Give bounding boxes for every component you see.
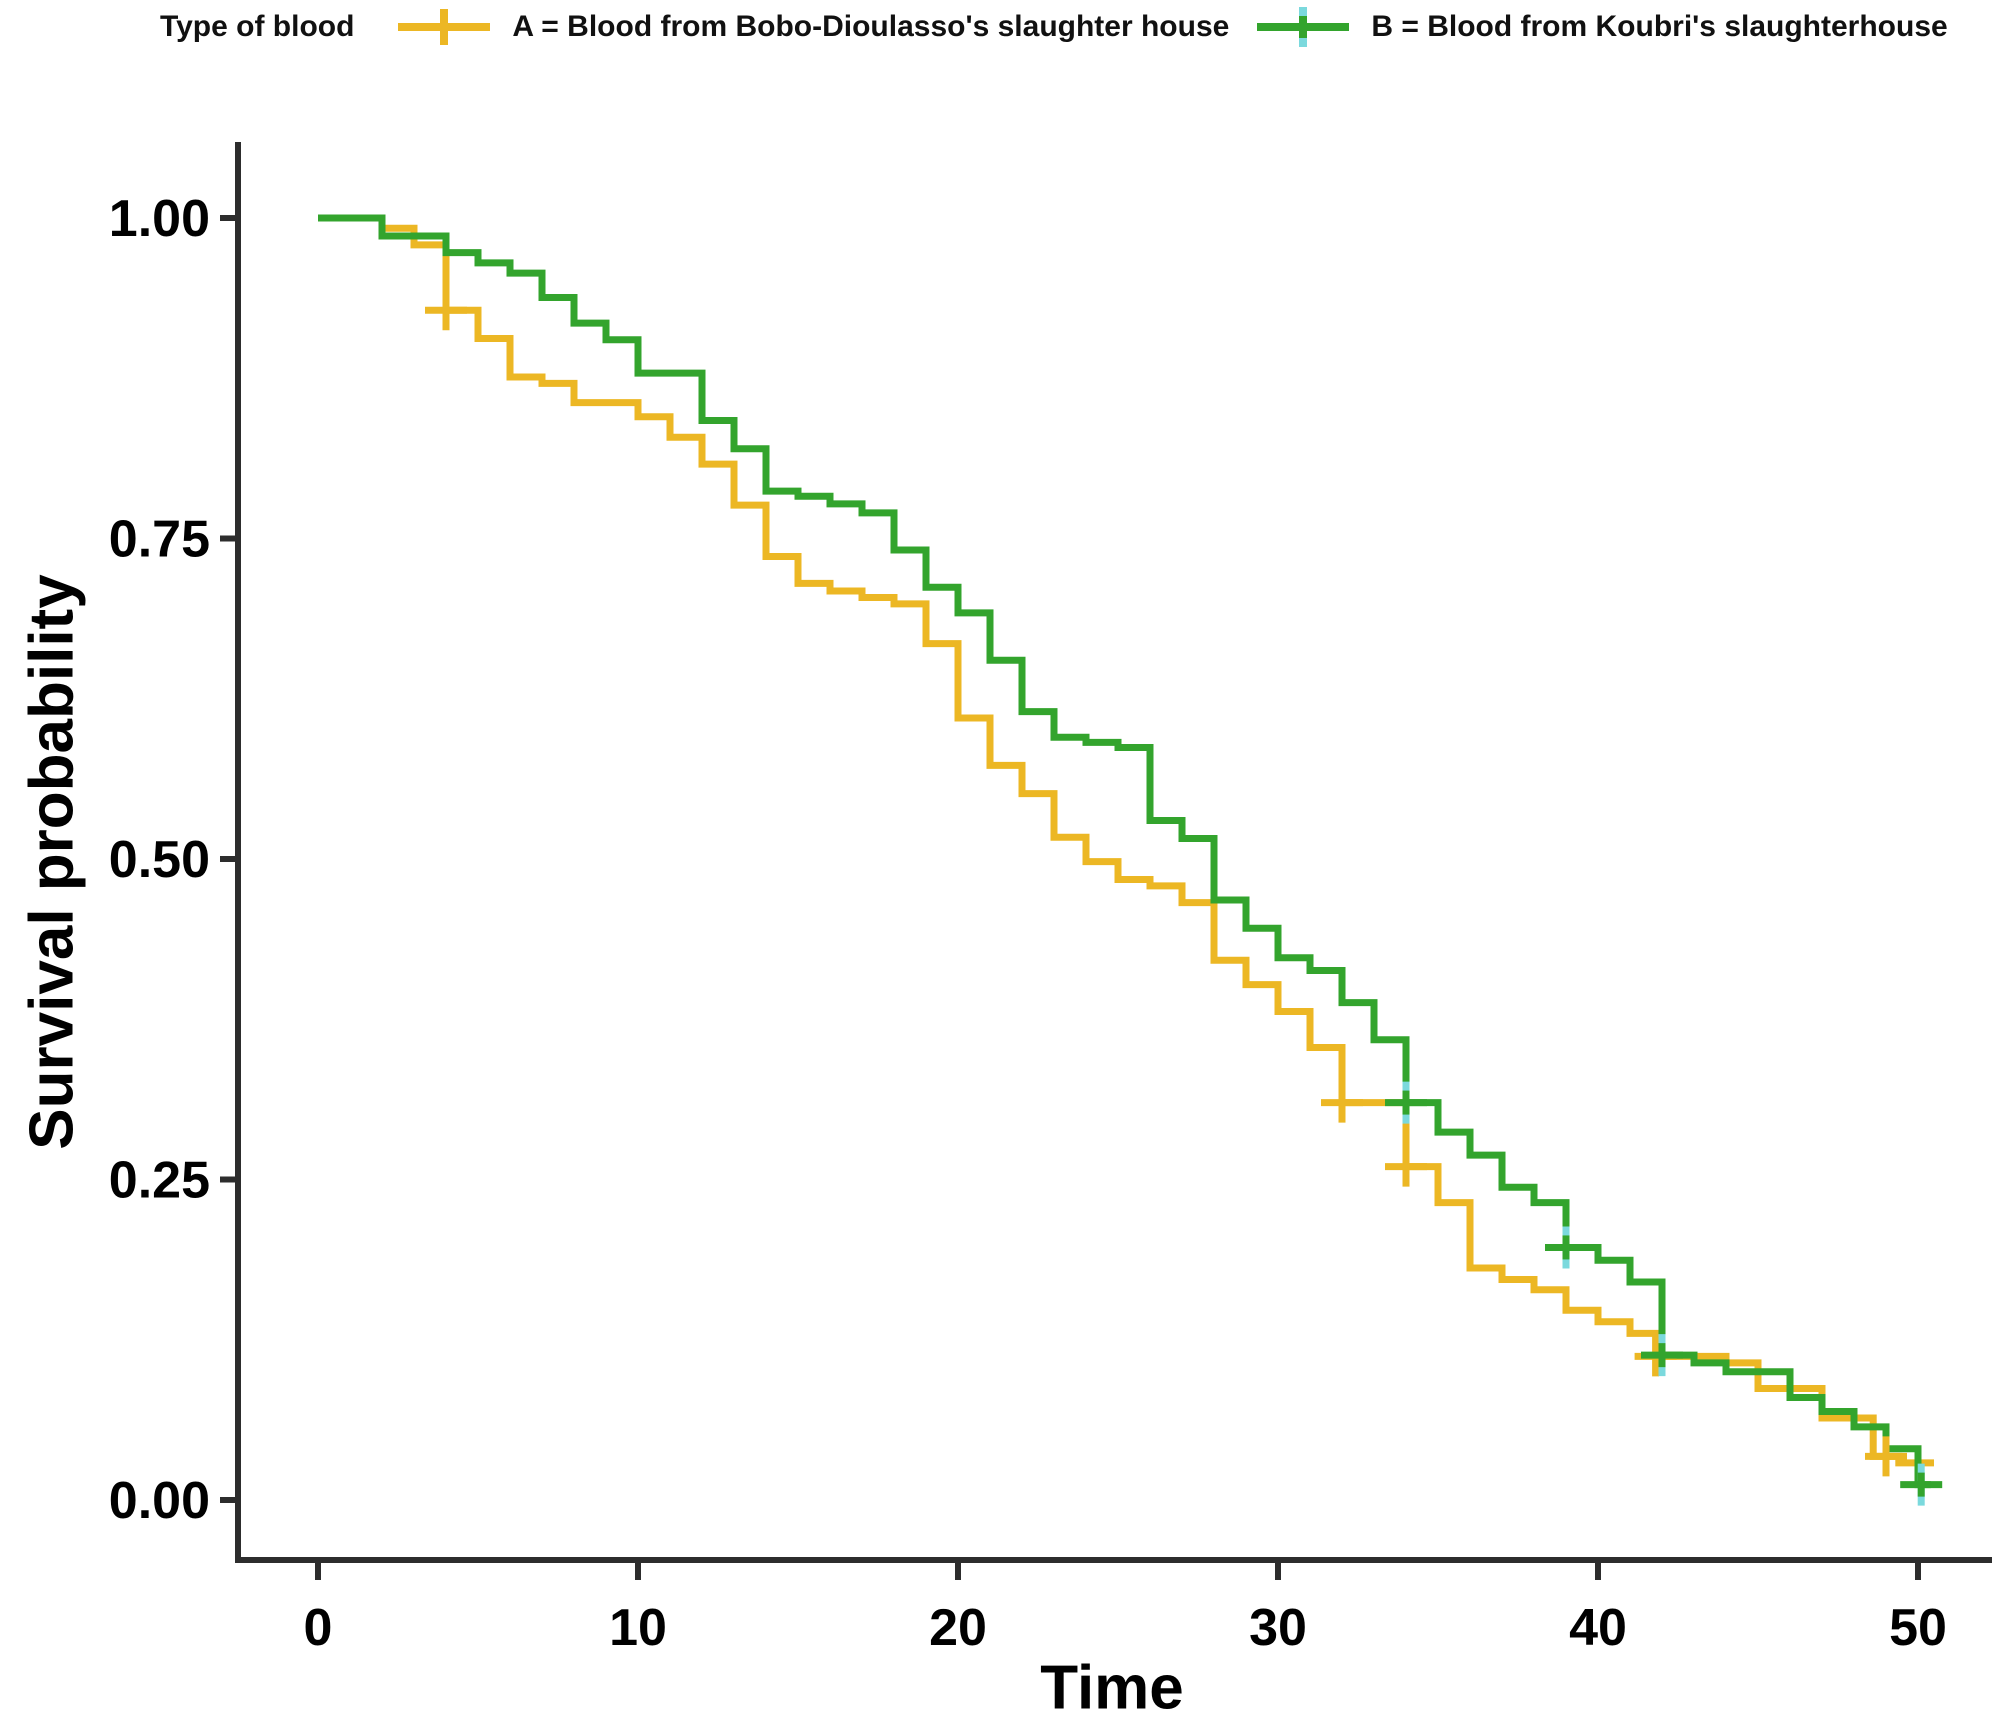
y-tick-label: 1.00 (109, 190, 210, 248)
y-tick-label: 0.75 (109, 511, 210, 569)
x-tick-label: 40 (1569, 1599, 1627, 1657)
legend-item-b: B = Blood from Koubri's slaughterhouse (1253, 5, 1948, 49)
y-tick-label: 0.50 (109, 831, 210, 889)
x-axis-title: Time (1040, 1653, 1184, 1723)
legend-title: Type of blood (160, 10, 355, 43)
curves (318, 214, 1934, 1489)
legend-key-glyph (398, 9, 491, 45)
legend-item-a: A = Blood from Bobo-Dioulasso's slaughte… (394, 5, 1229, 49)
legend-key-glyph (1257, 7, 1350, 47)
survival-curve-b (318, 214, 1931, 1489)
x-tick-label: 20 (929, 1599, 987, 1657)
x-tick-label: 10 (609, 1599, 667, 1657)
legend-key-b-icon (1253, 5, 1353, 49)
x-tick-label: 0 (304, 1599, 333, 1657)
censor-marks (425, 290, 1943, 1506)
legend-label-a: A = Blood from Bobo-Dioulasso's slaughte… (512, 10, 1230, 43)
y-tick-label: 0.25 (109, 1152, 210, 1210)
survival-curve-a (318, 214, 1934, 1467)
legend-key-a-icon (394, 5, 494, 49)
x-tick-label: 50 (1889, 1599, 1947, 1657)
x-tick-label: 30 (1249, 1599, 1307, 1657)
legend: Type of blood A = Blood from Bobo-Dioula… (160, 2, 1948, 52)
y-tick-label: 0.00 (109, 1472, 210, 1530)
legend-label-b: B = Blood from Koubri's slaughterhouse (1371, 10, 1948, 43)
axes: 0.00 0.25 0.50 0.75 1.00 0 10 20 30 40 50 (109, 142, 1992, 1657)
y-axis-title: Survival probability (17, 574, 87, 1150)
